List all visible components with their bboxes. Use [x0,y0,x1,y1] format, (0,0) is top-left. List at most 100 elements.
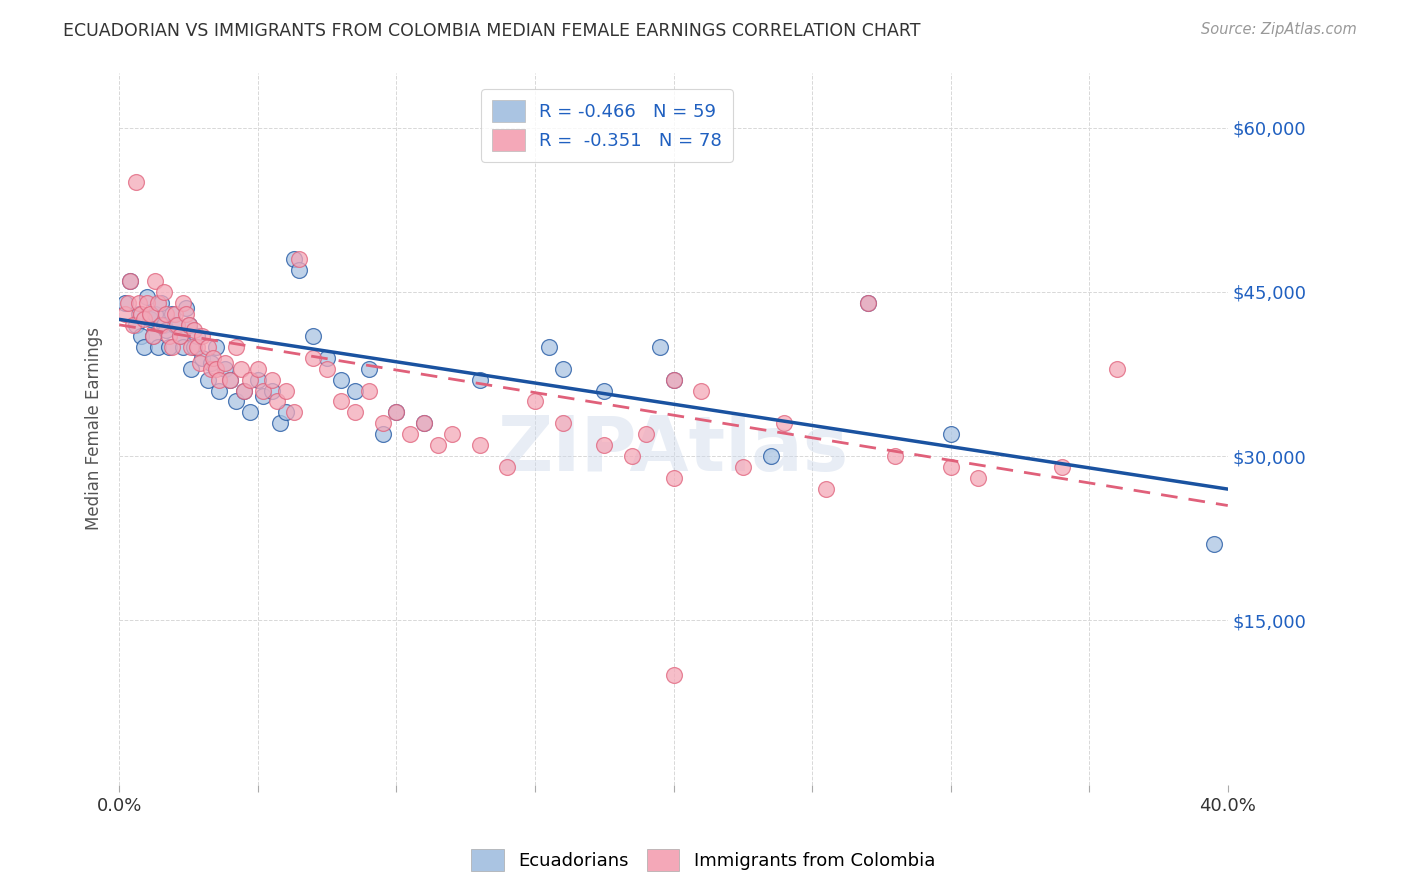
Point [180,340,202,354]
Point [662,471,685,485]
Point [174,301,197,316]
Point [143,274,166,288]
Point [731,460,754,475]
Point [134,312,156,326]
Point [773,417,796,431]
Point [302,328,325,343]
Point [662,373,685,387]
Point [177,318,200,332]
Point [200,361,222,376]
Point [440,427,463,442]
Point [128,307,150,321]
Point [551,417,574,431]
Point [316,361,339,376]
Point [939,427,962,442]
Point [139,307,162,321]
Point [163,307,186,321]
Point [163,318,186,332]
Point [146,340,169,354]
Point [200,356,222,370]
Point [593,438,616,452]
Point [260,384,283,398]
Point [252,384,274,398]
Point [134,340,156,354]
Point [269,417,291,431]
Point [186,328,208,343]
Point [155,323,177,337]
Point [149,318,172,332]
Point [131,307,153,321]
Point [208,373,231,387]
Point [238,405,260,419]
Point [125,318,148,332]
Point [122,318,145,332]
Point [1050,460,1073,475]
Point [856,296,879,310]
Point [238,373,260,387]
Point [330,394,353,409]
Point [169,328,191,343]
Point [231,361,253,376]
Point [468,373,491,387]
Point [202,351,225,365]
Point [114,307,136,321]
Point [225,340,247,354]
Text: Source: ZipAtlas.com: Source: ZipAtlas.com [1201,22,1357,37]
Point [131,328,153,343]
Point [188,356,211,370]
Point [160,340,183,354]
Point [274,384,297,398]
Point [302,351,325,365]
Point [884,449,907,463]
Point [205,340,228,354]
Point [385,405,408,419]
Point [120,274,142,288]
Point [172,340,194,354]
Point [157,340,180,354]
Point [1202,537,1225,551]
Point [385,405,408,419]
Legend: R = -0.466   N = 59, R =  -0.351   N = 78: R = -0.466 N = 59, R = -0.351 N = 78 [481,89,733,162]
Point [120,274,142,288]
Point [620,449,643,463]
Legend: Ecuadorians, Immigrants from Colombia: Ecuadorians, Immigrants from Colombia [464,842,942,879]
Point [114,296,136,310]
Point [205,361,228,376]
Point [939,460,962,475]
Point [183,323,205,337]
Text: ZIPAtlas: ZIPAtlas [498,413,849,487]
Point [197,340,219,354]
Point [357,361,380,376]
Point [191,328,214,343]
Point [233,384,256,398]
Point [537,340,560,354]
Point [174,307,197,321]
Point [662,668,685,682]
Point [143,307,166,321]
Point [967,471,990,485]
Point [214,356,236,370]
Point [183,340,205,354]
Point [180,361,202,376]
Point [274,405,297,419]
Point [343,384,366,398]
Point [413,417,436,431]
Point [246,361,269,376]
Point [146,296,169,310]
Point [551,361,574,376]
Point [152,285,174,299]
Point [169,328,191,343]
Point [149,296,172,310]
Point [814,482,837,496]
Point [219,373,242,387]
Point [191,351,214,365]
Point [117,296,139,310]
Point [246,373,269,387]
Point [252,389,274,403]
Point [128,296,150,310]
Point [283,405,305,419]
Point [523,394,546,409]
Point [759,449,782,463]
Point [357,384,380,398]
Point [219,373,242,387]
